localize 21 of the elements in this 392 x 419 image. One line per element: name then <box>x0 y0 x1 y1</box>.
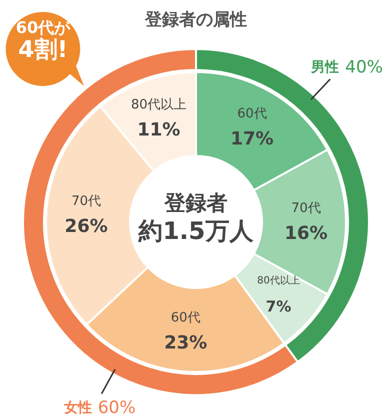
chart-title: 登録者の属性 <box>145 10 247 30</box>
data-label: 60% <box>98 398 136 418</box>
slice-label: 60代 <box>170 310 200 326</box>
slice-label: 60代 <box>237 106 267 122</box>
text: 4割! <box>17 37 69 65</box>
data-label: 23% <box>164 332 208 354</box>
text: 約1.5万人 <box>137 216 254 246</box>
text: 登録者 <box>163 190 228 216</box>
data-label: 7% <box>266 298 292 316</box>
data-label: 16% <box>284 223 328 244</box>
text: 60代が <box>14 18 72 37</box>
slice-label: 70代 <box>71 194 101 210</box>
slice-label: 男性 <box>310 59 340 76</box>
slice-label: 80代以上 <box>130 98 187 113</box>
slice-label: 80代以上 <box>257 274 300 287</box>
data-label: 17% <box>230 128 274 150</box>
data-label: 40% <box>345 57 383 78</box>
slice-label: 女性 <box>62 400 92 416</box>
data-label: 26% <box>64 216 108 238</box>
slice-label: 70代 <box>291 201 321 216</box>
data-label: 11% <box>137 120 180 141</box>
